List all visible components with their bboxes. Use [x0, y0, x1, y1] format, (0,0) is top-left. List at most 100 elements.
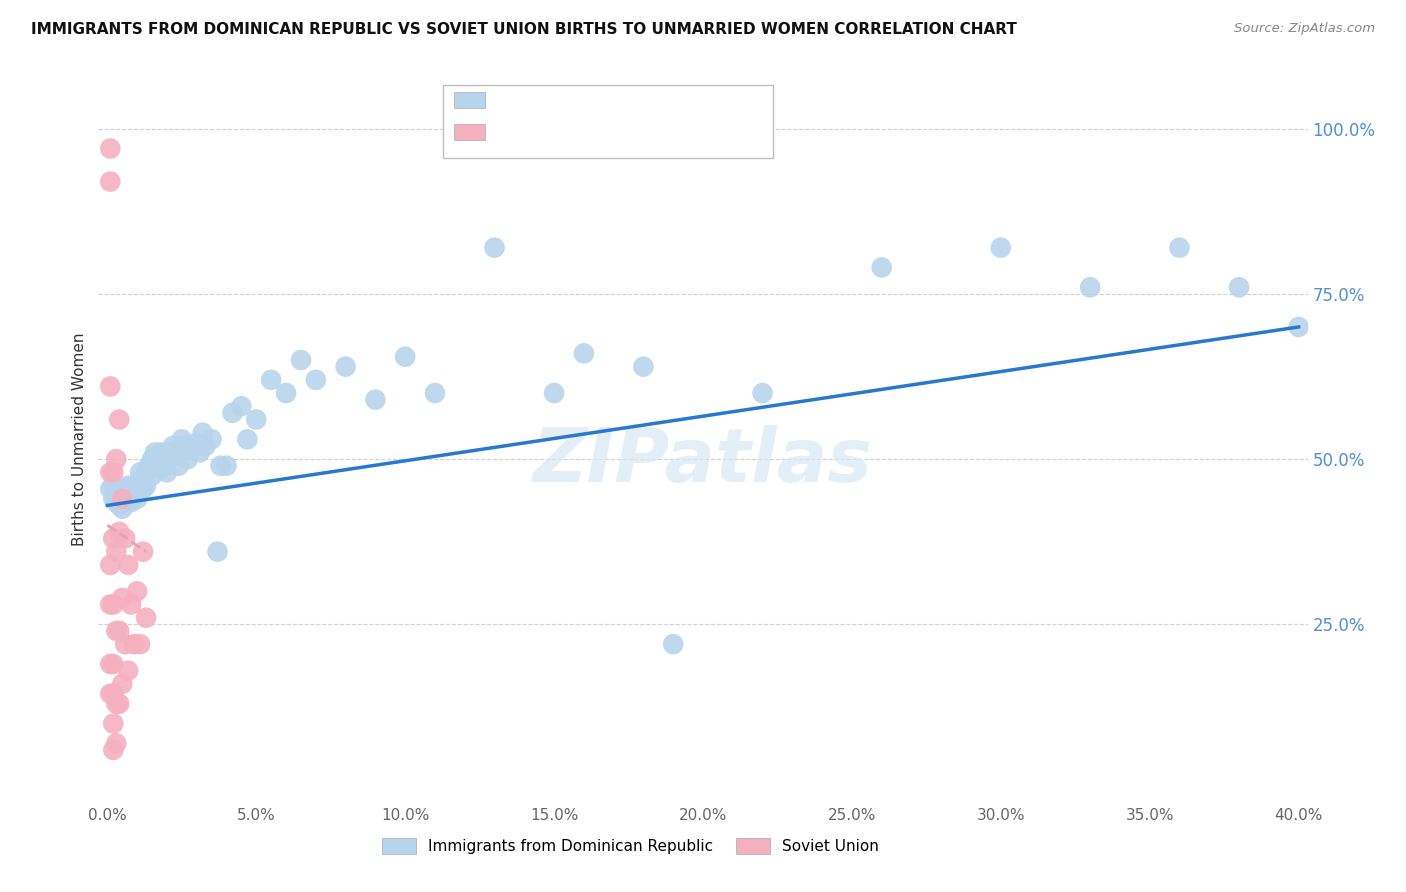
- Point: [543, 386, 565, 401]
- Point: [132, 482, 155, 496]
- Point: [305, 373, 328, 387]
- Point: [170, 432, 193, 446]
- Point: [231, 399, 253, 413]
- Point: [111, 501, 134, 516]
- Point: [105, 485, 128, 500]
- Point: [135, 611, 157, 625]
- Point: [194, 439, 217, 453]
- Point: [141, 452, 163, 467]
- Point: [98, 598, 121, 612]
- Point: [108, 524, 131, 539]
- Point: [180, 442, 202, 457]
- Point: [120, 598, 142, 612]
- Point: [335, 359, 357, 374]
- Point: [105, 697, 128, 711]
- Point: [98, 687, 121, 701]
- Point: [122, 488, 145, 502]
- Point: [127, 584, 149, 599]
- Point: [149, 462, 172, 476]
- Y-axis label: Births to Unmarried Women: Births to Unmarried Women: [72, 333, 87, 546]
- Text: IMMIGRANTS FROM DOMINICAN REPUBLIC VS SOVIET UNION BIRTHS TO UNMARRIED WOMEN COR: IMMIGRANTS FROM DOMINICAN REPUBLIC VS SO…: [31, 22, 1017, 37]
- Point: [167, 458, 190, 473]
- Point: [132, 472, 155, 486]
- Point: [1168, 241, 1191, 255]
- Point: [1078, 280, 1101, 294]
- Point: [870, 260, 893, 275]
- Point: [98, 482, 121, 496]
- Point: [105, 544, 128, 558]
- Point: [165, 449, 187, 463]
- Point: [129, 637, 152, 651]
- Point: [105, 488, 128, 502]
- Point: [633, 359, 655, 374]
- Point: [1288, 320, 1310, 334]
- Point: [114, 637, 136, 651]
- Point: [141, 468, 163, 483]
- Point: [132, 544, 155, 558]
- Point: [173, 439, 195, 453]
- Point: [120, 495, 142, 509]
- Legend: Immigrants from Dominican Republic, Soviet Union: Immigrants from Dominican Republic, Sovi…: [375, 831, 884, 861]
- Point: [177, 452, 200, 467]
- Point: [98, 379, 121, 393]
- Point: [98, 142, 121, 156]
- Point: [103, 743, 125, 757]
- Point: [153, 455, 176, 469]
- Point: [111, 677, 134, 691]
- Text: Source: ZipAtlas.com: Source: ZipAtlas.com: [1234, 22, 1375, 36]
- Point: [105, 736, 128, 750]
- Point: [751, 386, 773, 401]
- Point: [114, 482, 136, 496]
- Point: [122, 478, 145, 492]
- Point: [117, 485, 139, 500]
- Point: [135, 478, 157, 492]
- Point: [98, 175, 121, 189]
- Point: [108, 624, 131, 638]
- Point: [1227, 280, 1250, 294]
- Point: [364, 392, 387, 407]
- Point: [105, 495, 128, 509]
- Point: [138, 458, 160, 473]
- Text: ZIPatlas: ZIPatlas: [533, 425, 873, 498]
- Point: [260, 373, 283, 387]
- Point: [156, 449, 179, 463]
- Point: [156, 466, 179, 480]
- Point: [146, 449, 169, 463]
- Point: [122, 637, 145, 651]
- Point: [108, 482, 131, 496]
- Point: [207, 544, 229, 558]
- Point: [98, 558, 121, 572]
- Point: [236, 432, 259, 446]
- Point: [200, 432, 222, 446]
- Point: [221, 406, 243, 420]
- Point: [135, 466, 157, 480]
- Point: [108, 697, 131, 711]
- Point: [105, 452, 128, 467]
- Point: [215, 458, 238, 473]
- Point: [103, 598, 125, 612]
- Point: [98, 466, 121, 480]
- Point: [103, 491, 125, 506]
- Point: [274, 386, 297, 401]
- Point: [159, 445, 181, 459]
- Point: [103, 687, 125, 701]
- Point: [105, 624, 128, 638]
- Point: [572, 346, 595, 360]
- Point: [108, 412, 131, 426]
- Point: [191, 425, 214, 440]
- Point: [290, 353, 312, 368]
- Point: [394, 350, 416, 364]
- Point: [127, 485, 149, 500]
- Point: [117, 491, 139, 506]
- Point: [108, 499, 131, 513]
- Point: [188, 445, 211, 459]
- Point: [103, 466, 125, 480]
- Point: [103, 657, 125, 671]
- Point: [146, 458, 169, 473]
- Point: [129, 466, 152, 480]
- Point: [117, 558, 139, 572]
- Point: [114, 532, 136, 546]
- Point: [111, 491, 134, 506]
- Text: R =  0.467   N = 79: R = 0.467 N = 79: [494, 91, 664, 109]
- Point: [662, 637, 685, 651]
